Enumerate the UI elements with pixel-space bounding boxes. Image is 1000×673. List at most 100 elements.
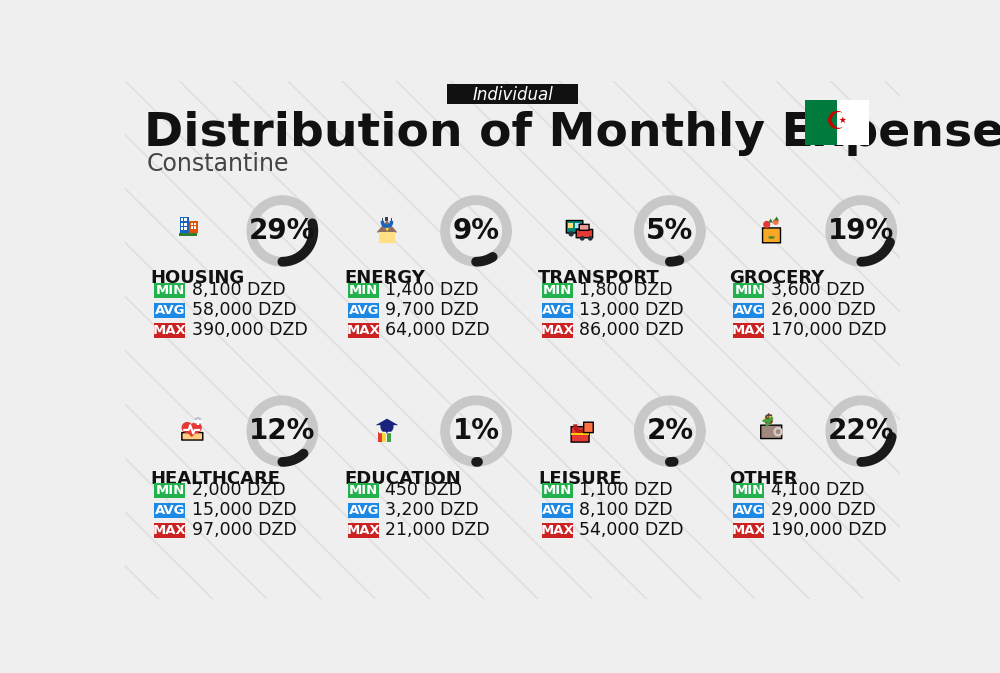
FancyBboxPatch shape — [154, 503, 185, 518]
Bar — [387, 431, 391, 442]
FancyBboxPatch shape — [348, 303, 379, 318]
Bar — [386, 419, 388, 422]
Bar — [194, 226, 196, 229]
Text: MIN: MIN — [349, 484, 378, 497]
Bar — [191, 226, 193, 229]
Text: 29,000 DZD: 29,000 DZD — [771, 501, 875, 520]
Bar — [197, 419, 199, 425]
Text: AVG: AVG — [734, 504, 764, 517]
Bar — [385, 217, 388, 221]
FancyBboxPatch shape — [542, 323, 573, 338]
Text: MIN: MIN — [155, 284, 185, 297]
FancyBboxPatch shape — [154, 483, 185, 498]
Text: 54,000 DZD: 54,000 DZD — [579, 522, 684, 540]
Text: $: $ — [764, 413, 773, 427]
Circle shape — [776, 429, 780, 434]
Text: HOUSING: HOUSING — [151, 269, 245, 287]
Circle shape — [194, 417, 202, 425]
FancyBboxPatch shape — [447, 84, 578, 104]
Text: 390,000 DZD: 390,000 DZD — [192, 321, 307, 339]
Bar — [568, 223, 573, 228]
Text: 9%: 9% — [453, 217, 500, 245]
Text: AVG: AVG — [542, 304, 573, 317]
Text: 3,200 DZD: 3,200 DZD — [385, 501, 479, 520]
Text: ENERGY: ENERGY — [344, 269, 425, 287]
Text: 170,000 DZD: 170,000 DZD — [771, 321, 886, 339]
FancyBboxPatch shape — [542, 303, 573, 318]
FancyBboxPatch shape — [348, 523, 379, 538]
Text: TRANSPORT: TRANSPORT — [538, 269, 660, 287]
Text: MAX: MAX — [732, 524, 766, 537]
FancyBboxPatch shape — [733, 323, 764, 338]
FancyBboxPatch shape — [348, 503, 379, 518]
Text: 1,400 DZD: 1,400 DZD — [385, 281, 479, 299]
Text: 190,000 DZD: 190,000 DZD — [771, 522, 886, 540]
FancyBboxPatch shape — [837, 100, 869, 145]
FancyBboxPatch shape — [542, 483, 573, 498]
FancyBboxPatch shape — [542, 503, 573, 518]
FancyBboxPatch shape — [805, 100, 837, 145]
FancyBboxPatch shape — [576, 229, 593, 238]
Bar — [180, 217, 189, 233]
Text: 29%: 29% — [249, 217, 316, 245]
Text: 1,100 DZD: 1,100 DZD — [579, 481, 673, 499]
Text: Constantine: Constantine — [147, 152, 289, 176]
Polygon shape — [774, 217, 779, 221]
Circle shape — [588, 236, 593, 241]
FancyBboxPatch shape — [571, 427, 589, 442]
Text: 2%: 2% — [646, 417, 693, 445]
FancyBboxPatch shape — [154, 283, 185, 297]
Text: AVG: AVG — [542, 504, 573, 517]
Circle shape — [380, 420, 394, 433]
Text: 2,000 DZD: 2,000 DZD — [192, 481, 285, 499]
Polygon shape — [385, 225, 391, 232]
Text: 12%: 12% — [249, 417, 316, 445]
Text: MIN: MIN — [734, 284, 764, 297]
Bar — [194, 421, 202, 423]
Text: 1%: 1% — [453, 417, 500, 445]
Text: 4,100 DZD: 4,100 DZD — [771, 481, 864, 499]
FancyBboxPatch shape — [763, 228, 780, 243]
Text: 21,000 DZD: 21,000 DZD — [385, 522, 490, 540]
FancyBboxPatch shape — [733, 523, 764, 538]
Text: 22%: 22% — [828, 417, 895, 445]
Bar — [382, 431, 386, 442]
Text: 8,100 DZD: 8,100 DZD — [579, 501, 673, 520]
Text: AVG: AVG — [155, 504, 185, 517]
Bar — [378, 431, 382, 442]
Text: AVG: AVG — [348, 304, 379, 317]
Text: 26,000 DZD: 26,000 DZD — [771, 302, 875, 319]
FancyBboxPatch shape — [584, 422, 593, 433]
Text: MAX: MAX — [153, 524, 187, 537]
Bar — [179, 234, 197, 236]
Text: 13,000 DZD: 13,000 DZD — [579, 302, 684, 319]
Polygon shape — [768, 219, 773, 223]
Polygon shape — [376, 419, 398, 425]
Circle shape — [763, 221, 770, 228]
FancyBboxPatch shape — [348, 283, 379, 297]
Circle shape — [773, 427, 783, 437]
FancyBboxPatch shape — [542, 523, 573, 538]
FancyBboxPatch shape — [154, 523, 185, 538]
Text: 64,000 DZD: 64,000 DZD — [385, 321, 490, 339]
Text: 450 DZD: 450 DZD — [385, 481, 462, 499]
FancyBboxPatch shape — [348, 323, 379, 338]
Text: MIN: MIN — [543, 484, 572, 497]
Bar — [181, 219, 183, 221]
Bar — [571, 433, 589, 435]
Text: Distribution of Monthly Expenses: Distribution of Monthly Expenses — [144, 110, 1000, 155]
Text: MAX: MAX — [732, 324, 766, 336]
Text: AVG: AVG — [734, 304, 764, 317]
Circle shape — [182, 422, 193, 433]
Circle shape — [568, 232, 574, 236]
FancyBboxPatch shape — [154, 323, 185, 338]
Bar — [379, 232, 395, 243]
FancyBboxPatch shape — [542, 283, 573, 297]
Polygon shape — [377, 221, 397, 232]
Bar — [184, 227, 187, 229]
Bar — [184, 223, 187, 225]
Circle shape — [580, 236, 585, 241]
Text: Individual: Individual — [472, 85, 553, 104]
Circle shape — [773, 219, 779, 225]
Ellipse shape — [768, 236, 775, 239]
